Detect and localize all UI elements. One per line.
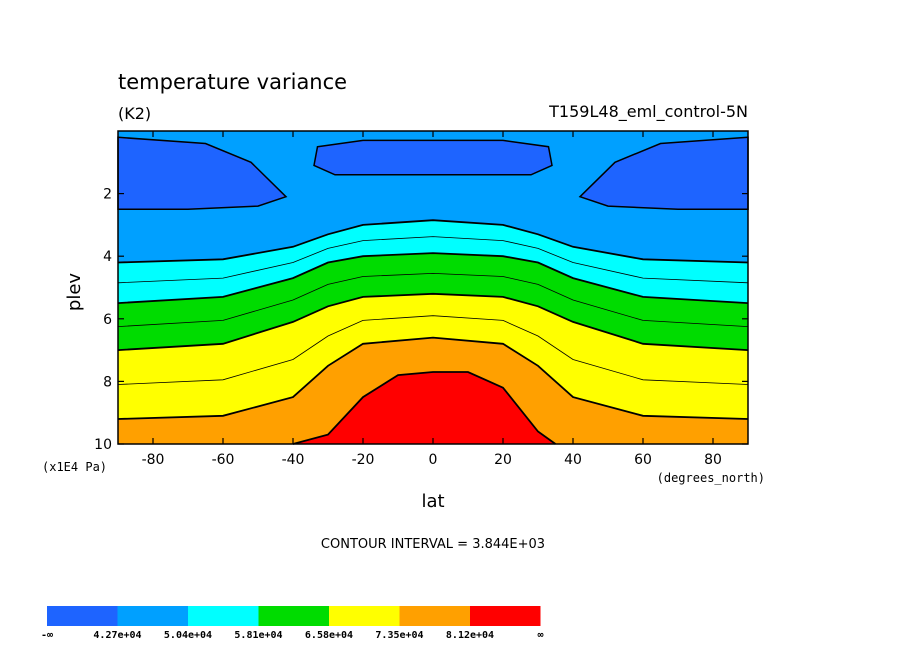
colorbar-swatch — [470, 606, 541, 626]
colorbar-label: -∞ — [41, 630, 53, 641]
colorbar-label: 7.35e+04 — [375, 630, 423, 641]
units-label: (K2) — [118, 104, 151, 123]
x-axis-label: lat — [421, 491, 444, 512]
low-variance-pool-1 — [117, 136, 288, 211]
colorbar-label: 5.81e+04 — [234, 630, 282, 641]
y-axis-ticks: 2 4 6 8 10 — [94, 187, 748, 453]
y-tick-label: 2 — [103, 187, 112, 203]
x-tick-label: -20 — [352, 452, 375, 468]
low-variance-pool-3 — [578, 136, 749, 211]
colorbar-label: 6.58e+04 — [305, 630, 353, 641]
contour-midline-2 — [117, 272, 749, 327]
contour-interval-label: CONTOUR INTERVAL = 3.844E+03 — [321, 537, 545, 552]
y-axis-label: plev — [64, 273, 85, 312]
contour-line-4 — [117, 336, 749, 420]
plot-area — [117, 130, 749, 445]
colorbar-swatch — [329, 606, 400, 626]
colorbar: -∞ 4.27e+04 5.04e+04 5.81e+04 6.58e+04 7.35e+… — [41, 606, 544, 641]
colorbar-swatch — [47, 606, 118, 626]
x-tick-label: 60 — [634, 452, 652, 468]
colorbar-label: 5.04e+04 — [164, 630, 212, 641]
colorbar-label: 4.27e+04 — [93, 630, 141, 641]
x-tick-label: 20 — [494, 452, 512, 468]
colorbar-label: ∞ — [537, 630, 543, 641]
y-tick-label: 8 — [103, 374, 112, 390]
contour-midline-1 — [117, 236, 749, 284]
x-tick-label: 40 — [564, 452, 582, 468]
x-tick-label: -40 — [282, 452, 305, 468]
contour-line-5 — [292, 371, 557, 445]
band-fill-6 — [293, 372, 556, 444]
chart-title: temperature variance — [118, 70, 347, 94]
low-variance-pool-2 — [313, 139, 553, 176]
x-tick-label: -80 — [142, 452, 165, 468]
x-tick-label: -60 — [212, 452, 235, 468]
case-label: T159L48_eml_control-5N — [548, 102, 748, 122]
x-axis-ticks: -80 -60 -40 -20 0 20 40 60 80 — [142, 131, 722, 468]
contour-line-1 — [117, 219, 749, 264]
colorbar-swatch — [258, 606, 329, 626]
x-tick-label: 80 — [704, 452, 722, 468]
y-tick-label: 6 — [103, 312, 112, 328]
colorbar-swatch — [399, 606, 470, 626]
colorbar-swatch — [117, 606, 188, 626]
y-tick-label: 4 — [103, 249, 112, 265]
y-tick-label: 10 — [94, 437, 112, 453]
colorbar-label: 8.12e+04 — [446, 630, 494, 641]
y-axis-units: (x1E4 Pa) — [42, 460, 107, 474]
contour-midline-3 — [117, 315, 749, 385]
x-tick-label: 0 — [429, 452, 438, 468]
colorbar-swatch — [188, 606, 259, 626]
contour-line-3 — [117, 292, 749, 351]
x-axis-units: (degrees_north) — [657, 471, 765, 485]
contour-line-2 — [117, 252, 749, 304]
